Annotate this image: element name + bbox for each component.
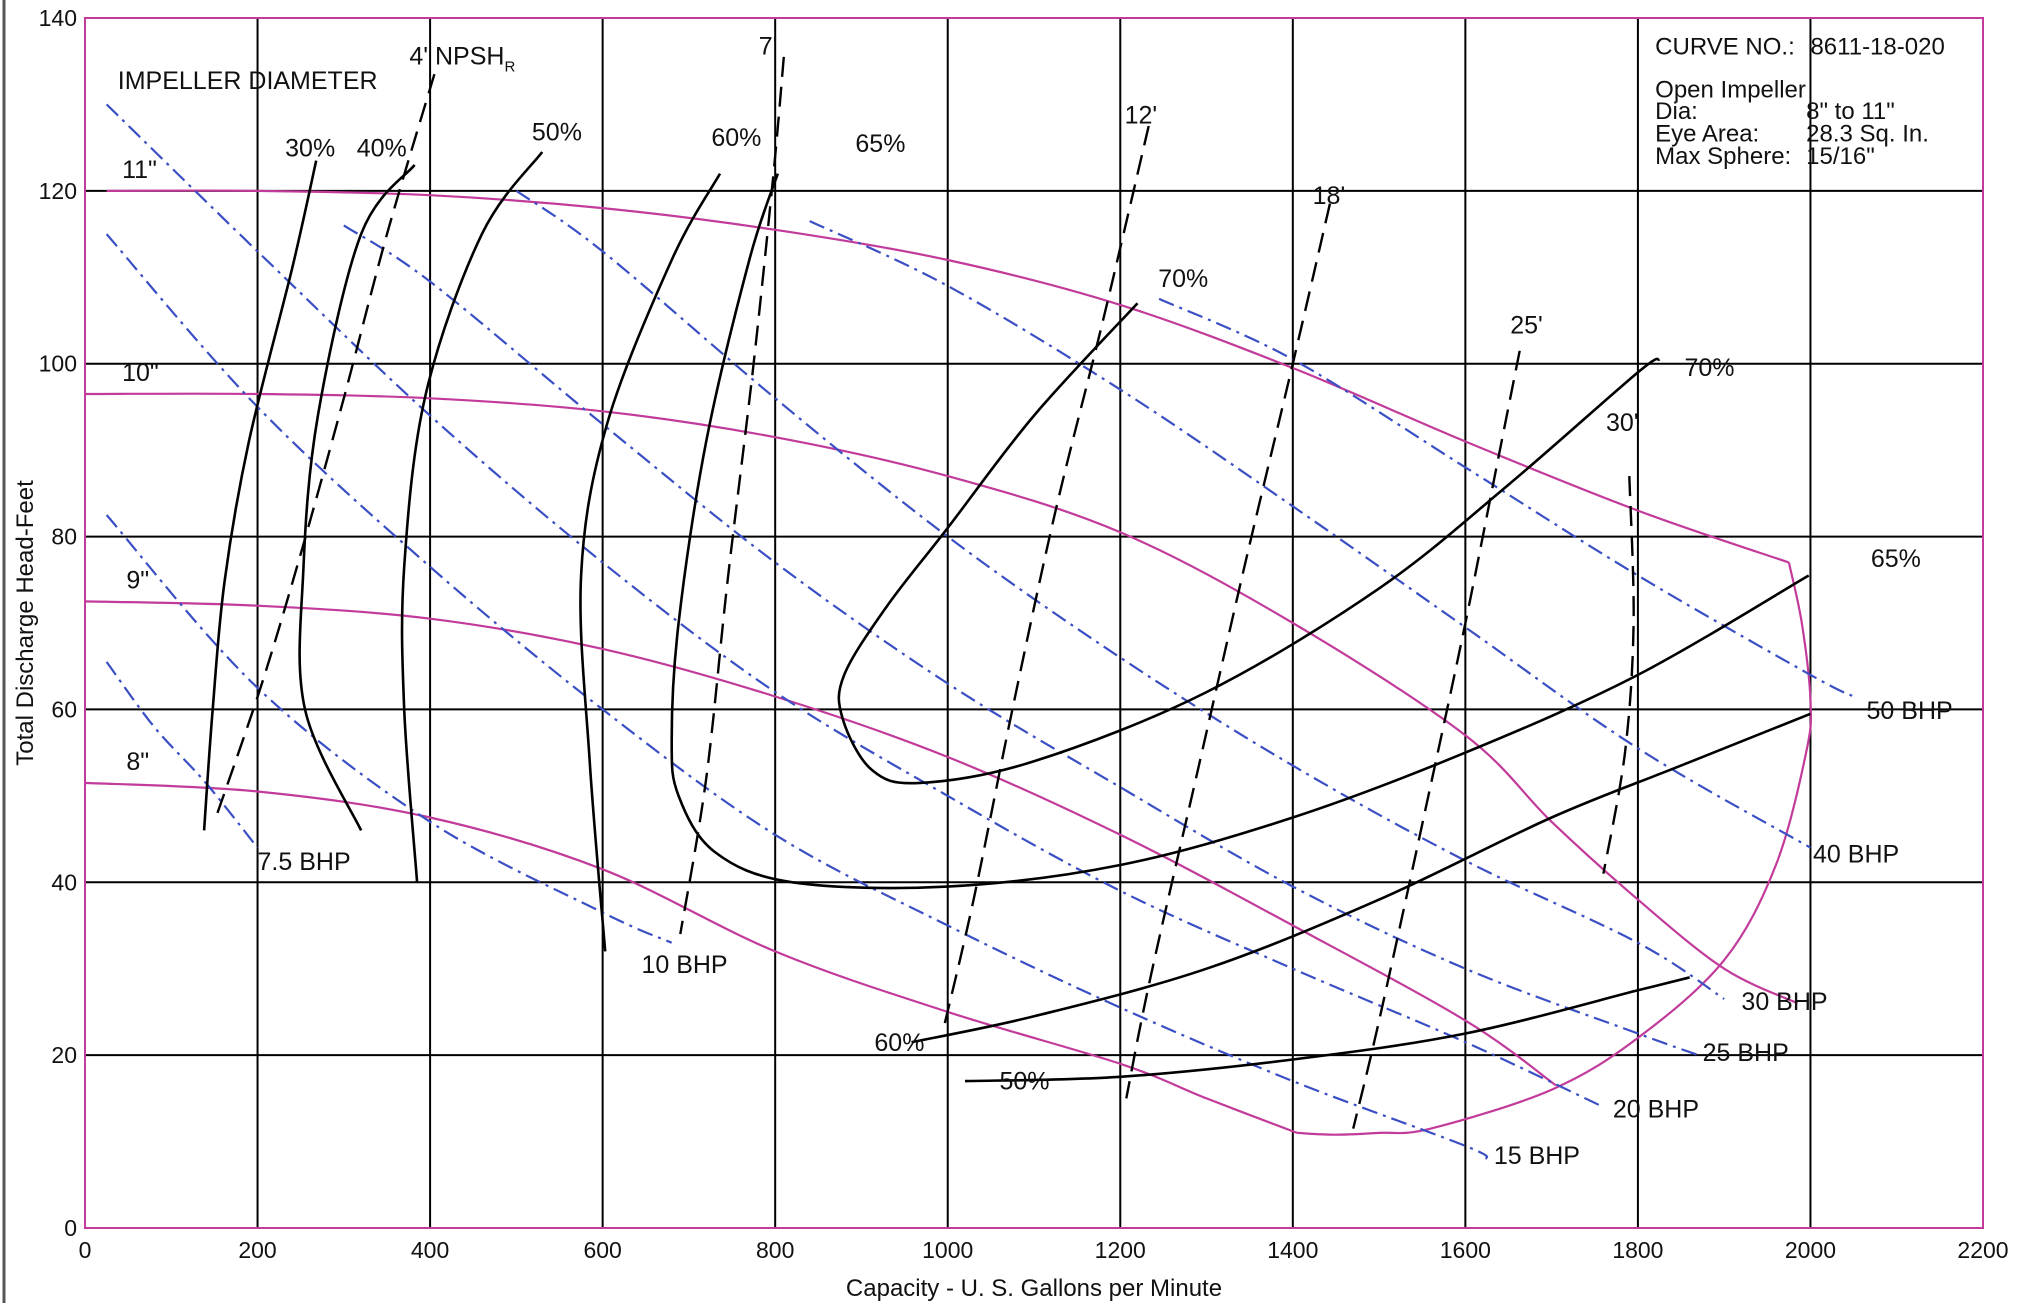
npsh-curve-3: [1125, 203, 1332, 1099]
x-tick-label: 1000: [922, 1237, 973, 1263]
efficiency-curve-7: [964, 976, 1691, 1083]
efficiency-curve-5: [837, 302, 1661, 785]
bhp-curve-7: [1158, 297, 1855, 698]
curve-label: 11": [122, 156, 157, 184]
curve-label: 18': [1313, 182, 1346, 210]
y-tick-label: 100: [39, 351, 77, 377]
curve-label: 7.5 BHP: [258, 848, 351, 876]
curve-label: 40 BHP: [1813, 840, 1899, 868]
x-tick-label: 1400: [1267, 1237, 1318, 1263]
info-max-sphere-label: Max Sphere:: [1655, 143, 1791, 170]
curve-labels: 11" 10" 9" 8" IMPELLER DIAMETER 30% 40% 50% 60% 6…: [118, 32, 1953, 1170]
npsh-title-main: 4' NPSH: [409, 43, 504, 71]
curve-info-block: CURVE NO.: 8611-18-020 Open Impeller Dia…: [1655, 33, 1945, 170]
npsh-curves: [213, 56, 1635, 1129]
y-tick-label: 60: [51, 696, 77, 722]
info-dia-value: 8" to 11": [1806, 98, 1895, 125]
info-eye-area-label: Eye Area:: [1655, 121, 1759, 148]
x-tick-label: 2200: [1957, 1237, 2008, 1263]
y-tick-label: 20: [51, 1042, 77, 1068]
y-tick-label: 80: [51, 524, 77, 550]
efficiency-curves: [202, 151, 1811, 1083]
x-tick-label: 400: [411, 1237, 449, 1263]
bhp-curve-4: [343, 224, 1699, 1057]
bhp-curve-3: [105, 103, 1604, 1108]
y-tick-label: 40: [51, 869, 77, 895]
curve-label: 9": [126, 566, 149, 594]
npsh-curve-2: [942, 125, 1150, 1030]
curve-label: 15 BHP: [1494, 1142, 1580, 1170]
efficiency-curve-3: [579, 172, 722, 952]
y-axis-title: Total Discharge Head-Feet: [12, 480, 39, 766]
bhp-curve-2: [105, 233, 1489, 1160]
efficiency-curve-2: [400, 151, 544, 883]
bhp-curve-5: [515, 189, 1725, 1000]
curve-label: 50%: [999, 1068, 1049, 1096]
info-eye-area-value: 28.3 Sq. In.: [1806, 121, 1929, 148]
curve-label: 50 BHP: [1867, 697, 1953, 725]
impeller-curve-1: [84, 392, 1798, 1005]
curve-label: 30 BHP: [1741, 988, 1827, 1016]
efficiency-curve-4: [670, 173, 1810, 890]
curve-label: 10 BHP: [641, 951, 727, 979]
info-max-sphere-value: 15/16": [1806, 143, 1875, 170]
curve-label: 20 BHP: [1613, 1095, 1699, 1123]
curve-label: 10": [122, 359, 159, 387]
npsh-title: 4' NPSHR: [409, 43, 515, 76]
x-tick-label: 1600: [1440, 1237, 1491, 1263]
x-tick-label: 2000: [1785, 1237, 1836, 1263]
curve-no-label: CURVE NO.:: [1655, 33, 1795, 60]
curve-label: 70%: [1684, 354, 1734, 382]
x-tick-label: 600: [583, 1237, 621, 1263]
y-tick-label: 120: [39, 178, 77, 204]
curve-no-value: 8611-18-020: [1810, 33, 1944, 60]
curve-label: 30': [1606, 409, 1639, 437]
curve-label: 40%: [357, 134, 407, 162]
x-axis-title: Capacity - U. S. Gallons per Minute: [846, 1275, 1222, 1302]
curve-label: 7': [759, 32, 778, 60]
curve-label: 25 BHP: [1703, 1039, 1789, 1067]
curve-label: 12': [1125, 101, 1158, 129]
y-tick-label: 0: [64, 1215, 77, 1241]
efficiency-curve-1: [298, 164, 416, 831]
info-dia-label: Dia:: [1655, 98, 1698, 125]
curve-label: 50%: [532, 119, 582, 147]
axis-ticks: 0 200 400 600 800 1000 1200 1400 1600 1800 2000 220…: [39, 5, 2009, 1263]
bhp-curve-6: [809, 220, 1812, 849]
curve-label: IMPELLER DIAMETER: [118, 67, 378, 95]
efficiency-curve-0: [202, 160, 318, 831]
curve-label: 25': [1510, 311, 1543, 339]
curve-label: 65%: [855, 130, 905, 158]
curve-label: 60%: [711, 124, 761, 152]
curve-label: 30%: [285, 134, 335, 162]
impeller-type: Open Impeller: [1655, 77, 1806, 104]
npsh-curve-4: [1352, 350, 1521, 1129]
npsh-curve-5: [1602, 476, 1635, 874]
impeller-curve-2: [84, 600, 1557, 1087]
brake-horsepower-curves: [105, 103, 1855, 1160]
curve-label: 70%: [1158, 265, 1208, 293]
x-tick-label: 0: [79, 1237, 92, 1263]
grid: [85, 18, 1983, 1228]
curve-label: 60%: [874, 1029, 924, 1057]
x-tick-label: 800: [756, 1237, 794, 1263]
npsh-title-subscript: R: [504, 59, 515, 76]
plot-frame: [84, 17, 1984, 1229]
bhp-curve-0: [105, 661, 259, 849]
curve-label: 8": [126, 748, 149, 776]
npsh-curve-0: [213, 73, 436, 823]
npsh-curve-1: [679, 56, 785, 935]
efficiency-curve-6: [911, 712, 1811, 1044]
x-tick-label: 1200: [1095, 1237, 1146, 1263]
x-tick-label: 200: [238, 1237, 276, 1263]
x-tick-label: 1800: [1612, 1237, 1663, 1263]
impeller-curve-4: [1297, 562, 1813, 1136]
curve-label: 65%: [1871, 545, 1921, 573]
y-tick-label: 140: [39, 5, 77, 31]
